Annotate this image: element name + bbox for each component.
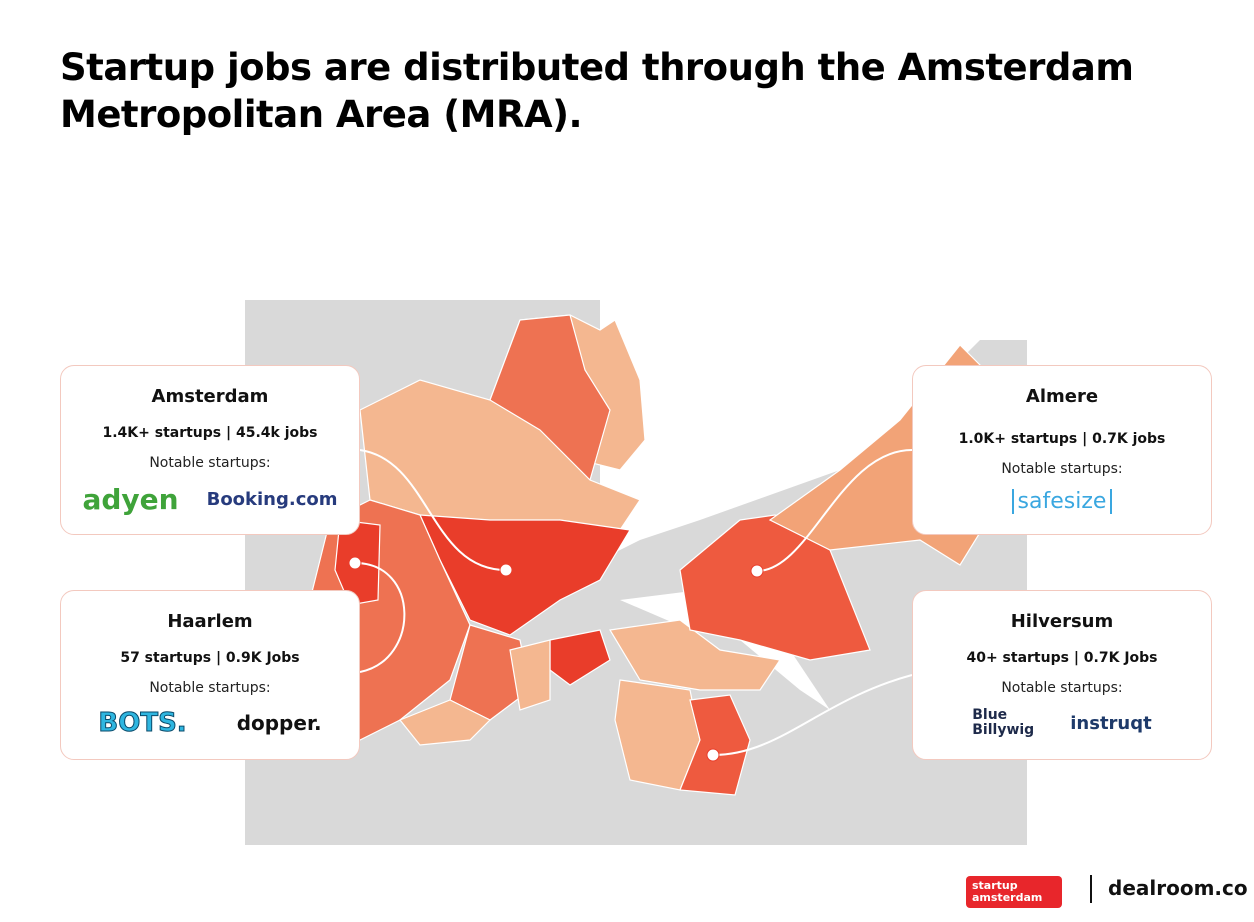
logo: BOTS.: [98, 708, 187, 739]
notable-label: Notable startups:: [1001, 461, 1123, 477]
stats: 40+ startups | 0.7K Jobs: [966, 650, 1158, 666]
title: Startup jobs are distributed through the…: [60, 46, 1134, 136]
city: Almere: [1025, 386, 1099, 407]
water: [620, 590, 830, 710]
city: Haarlem: [167, 611, 253, 632]
logo: adyen: [82, 483, 179, 516]
notable-label: Notable startups:: [149, 455, 271, 471]
footer-logo: startup amsterdam: [966, 876, 1062, 908]
card: Amsterdam 1.4K+ startups | 45.4k jobs No…: [60, 365, 360, 535]
logo: Blue Billywig: [972, 707, 1035, 738]
city: Hilversum: [1010, 611, 1114, 632]
connectors: [354, 449, 913, 756]
city: Amsterdam: [151, 386, 269, 407]
card: Haarlem 57 startups | 0.9K Jobs Notable …: [60, 590, 360, 760]
stats: 1.4K+ startups | 45.4k jobs: [102, 425, 318, 441]
notable-label: Notable startups:: [149, 680, 271, 696]
logo: dopper.: [236, 711, 322, 735]
separator: [1090, 875, 1092, 903]
footer-logo: dealroom.co: [1108, 876, 1248, 900]
logo: Booking.com: [206, 489, 338, 510]
city-dots: [348, 556, 764, 762]
stats: 1.0K+ startups | 0.7K jobs: [958, 431, 1166, 447]
logo: safesize: [1011, 489, 1113, 514]
card: Hilversum 40+ startups | 0.7K Jobs Notab…: [912, 590, 1212, 760]
notable-label: Notable startups:: [1001, 680, 1123, 696]
card: Almere 1.0K+ startups | 0.7K jobs Notabl…: [912, 365, 1212, 535]
stats: 57 startups | 0.9K Jobs: [120, 650, 300, 666]
logo: instruqt: [1070, 712, 1152, 734]
